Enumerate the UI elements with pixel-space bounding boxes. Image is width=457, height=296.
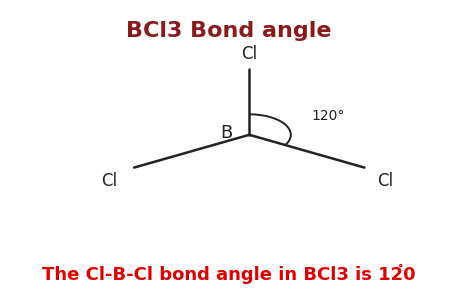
Text: Cl: Cl xyxy=(101,172,117,190)
Text: The Cl-B-Cl bond angle in BCl3 is 120: The Cl-B-Cl bond angle in BCl3 is 120 xyxy=(42,266,415,284)
Text: BCl3 Bond angle: BCl3 Bond angle xyxy=(126,21,331,41)
Text: Cl: Cl xyxy=(241,45,257,63)
Text: Cl: Cl xyxy=(377,172,393,190)
Text: °: ° xyxy=(398,263,404,274)
Text: 120°: 120° xyxy=(312,109,345,123)
Text: B: B xyxy=(220,124,233,142)
